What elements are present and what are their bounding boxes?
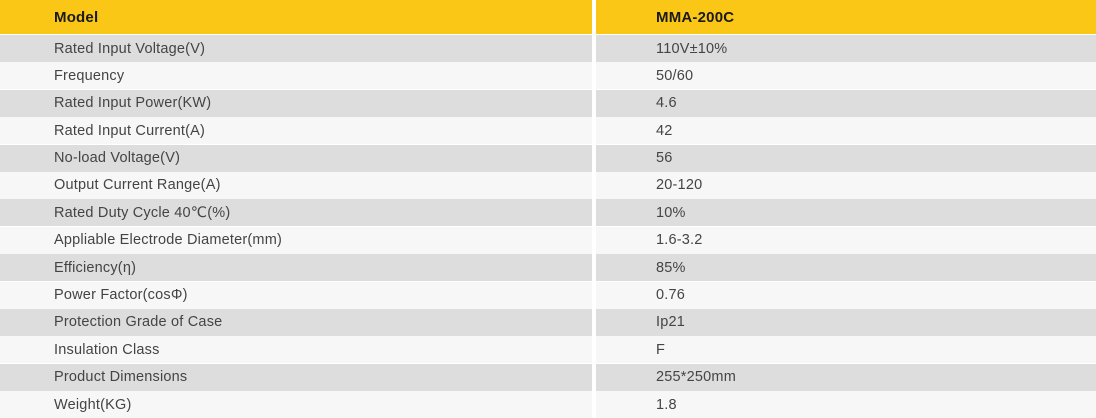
spec-label: Weight(KG)	[0, 391, 592, 418]
spec-label: Rated Input Voltage(V)	[0, 35, 592, 62]
table-row: Rated Input Current(A) 42	[0, 117, 1096, 145]
spec-label: No-load Voltage(V)	[0, 144, 592, 172]
table-row: Efficiency(η) 85%	[0, 254, 1096, 282]
spec-label: Appliable Electrode Diameter(mm)	[0, 226, 592, 254]
spec-value: 4.6	[596, 89, 1096, 117]
spec-label: Power Factor(cosΦ)	[0, 281, 592, 309]
spec-label: Efficiency(η)	[0, 254, 592, 282]
spec-label: Insulation Class	[0, 336, 592, 364]
spec-label: Rated Duty Cycle 40℃(%)	[0, 199, 592, 227]
table-header-row: Model MMA-200C	[0, 0, 1096, 34]
spec-label: Product Dimensions	[0, 363, 592, 391]
table-row: Appliable Electrode Diameter(mm) 1.6-3.2	[0, 226, 1096, 254]
spec-label: Output Current Range(A)	[0, 171, 592, 199]
spec-label: Protection Grade of Case	[0, 308, 592, 336]
header-value-cell: MMA-200C	[596, 0, 1096, 34]
spec-value: 1.6-3.2	[596, 226, 1096, 254]
table-row: Rated Input Power(KW) 4.6	[0, 89, 1096, 117]
spec-label: Frequency	[0, 62, 592, 90]
header-label-cell: Model	[0, 0, 592, 34]
spec-value: 50/60	[596, 62, 1096, 90]
spec-value: 1.8	[596, 391, 1096, 418]
table-row: Frequency 50/60	[0, 62, 1096, 90]
table-row: Rated Duty Cycle 40℃(%) 10%	[0, 199, 1096, 227]
table-row: Power Factor(cosΦ) 0.76	[0, 281, 1096, 309]
spec-label: Rated Input Current(A)	[0, 117, 592, 145]
spec-value: F	[596, 336, 1096, 364]
spec-value: Ip21	[596, 308, 1096, 336]
table-row: Protection Grade of Case Ip21	[0, 308, 1096, 336]
spec-value: 85%	[596, 254, 1096, 282]
spec-value: 42	[596, 117, 1096, 145]
spec-value: 255*250mm	[596, 363, 1096, 391]
table-row: Insulation Class F	[0, 336, 1096, 364]
spec-value: 56	[596, 144, 1096, 172]
table-row: Product Dimensions 255*250mm	[0, 363, 1096, 391]
table-row: Output Current Range(A) 20-120	[0, 171, 1096, 199]
spec-value: 0.76	[596, 281, 1096, 309]
table-row: No-load Voltage(V) 56	[0, 144, 1096, 172]
spec-label: Rated Input Power(KW)	[0, 89, 592, 117]
spec-value: 110V±10%	[596, 35, 1096, 62]
spec-value: 10%	[596, 199, 1096, 227]
table-row: Rated Input Voltage(V) 110V±10%	[0, 35, 1096, 62]
table-row: Weight(KG) 1.8	[0, 391, 1096, 418]
spec-value: 20-120	[596, 171, 1096, 199]
